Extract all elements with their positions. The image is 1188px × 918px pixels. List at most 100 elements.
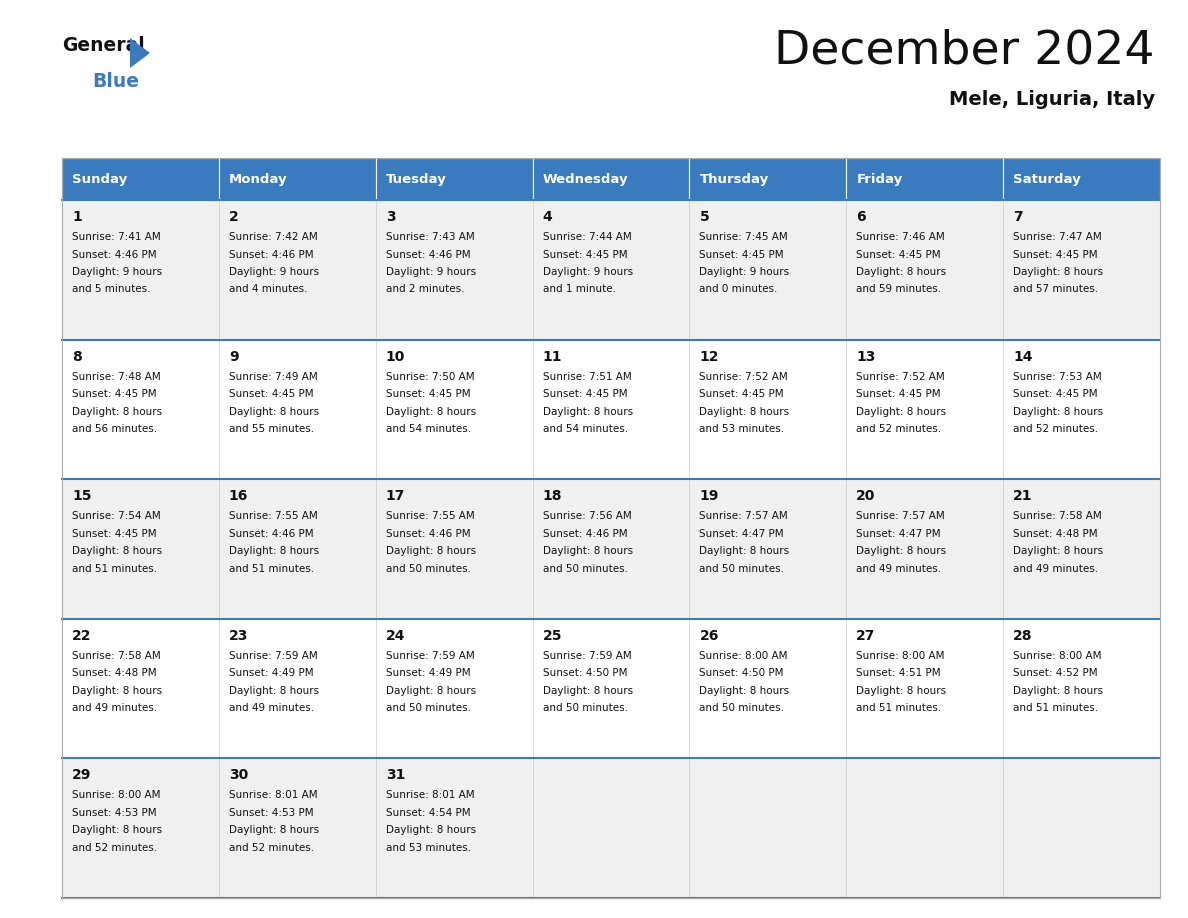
Bar	[846, 758, 1003, 898]
Text: Sunrise: 8:00 AM: Sunrise: 8:00 AM	[1013, 651, 1101, 661]
Text: 28: 28	[1013, 629, 1032, 643]
Text: and 53 minutes.: and 53 minutes.	[386, 843, 470, 853]
Text: 31: 31	[386, 768, 405, 782]
Text: Sunset: 4:45 PM: Sunset: 4:45 PM	[72, 529, 157, 539]
Text: and 50 minutes.: and 50 minutes.	[700, 564, 784, 574]
Text: Sunrise: 7:51 AM: Sunrise: 7:51 AM	[543, 372, 631, 382]
Text: Sunrise: 7:49 AM: Sunrise: 7:49 AM	[229, 372, 317, 382]
Text: Daylight: 8 hours: Daylight: 8 hours	[1013, 407, 1104, 417]
Text: Daylight: 9 hours: Daylight: 9 hours	[386, 267, 476, 277]
Bar	[62, 758, 219, 898]
Text: Daylight: 8 hours: Daylight: 8 hours	[229, 825, 320, 835]
Text: Daylight: 8 hours: Daylight: 8 hours	[543, 546, 633, 556]
Text: Sunset: 4:46 PM: Sunset: 4:46 PM	[229, 250, 314, 260]
Text: 24: 24	[386, 629, 405, 643]
Text: 1: 1	[72, 210, 82, 224]
Text: 9: 9	[229, 350, 239, 364]
Text: Sunrise: 7:57 AM: Sunrise: 7:57 AM	[700, 511, 788, 521]
Text: Sunrise: 7:59 AM: Sunrise: 7:59 AM	[386, 651, 474, 661]
Text: 15: 15	[72, 489, 91, 503]
Text: Tuesday: Tuesday	[386, 173, 447, 185]
Text: Daylight: 8 hours: Daylight: 8 hours	[72, 825, 162, 835]
Bar	[846, 200, 1003, 340]
Bar	[1003, 200, 1159, 340]
Text: and 54 minutes.: and 54 minutes.	[543, 424, 627, 434]
Bar	[219, 340, 375, 479]
Text: Sunset: 4:52 PM: Sunset: 4:52 PM	[1013, 668, 1098, 678]
Text: Sunrise: 7:57 AM: Sunrise: 7:57 AM	[857, 511, 944, 521]
Text: Daylight: 8 hours: Daylight: 8 hours	[700, 407, 790, 417]
Text: Sunrise: 7:46 AM: Sunrise: 7:46 AM	[857, 232, 944, 242]
Text: and 56 minutes.: and 56 minutes.	[72, 424, 157, 434]
Bar	[689, 619, 846, 758]
Text: Sunrise: 7:56 AM: Sunrise: 7:56 AM	[543, 511, 631, 521]
Bar	[532, 479, 689, 619]
Text: Daylight: 8 hours: Daylight: 8 hours	[857, 546, 947, 556]
Text: Saturday: Saturday	[1013, 173, 1081, 185]
Bar	[532, 200, 689, 340]
Text: Sunset: 4:50 PM: Sunset: 4:50 PM	[700, 668, 784, 678]
Text: Sunrise: 7:59 AM: Sunrise: 7:59 AM	[543, 651, 631, 661]
Bar	[1003, 340, 1159, 479]
Bar	[219, 758, 375, 898]
Text: Sunset: 4:45 PM: Sunset: 4:45 PM	[857, 389, 941, 399]
Bar	[846, 340, 1003, 479]
Bar	[689, 340, 846, 479]
Text: Sunset: 4:48 PM: Sunset: 4:48 PM	[1013, 529, 1098, 539]
Text: Sunrise: 7:45 AM: Sunrise: 7:45 AM	[700, 232, 788, 242]
Text: and 50 minutes.: and 50 minutes.	[700, 703, 784, 713]
Bar	[689, 479, 846, 619]
Text: Daylight: 8 hours: Daylight: 8 hours	[543, 407, 633, 417]
Text: Friday: Friday	[857, 173, 903, 185]
Bar	[62, 200, 219, 340]
Bar	[375, 200, 532, 340]
Text: 3: 3	[386, 210, 396, 224]
Text: and 51 minutes.: and 51 minutes.	[857, 703, 941, 713]
Bar	[375, 340, 532, 479]
Text: Sunset: 4:46 PM: Sunset: 4:46 PM	[72, 250, 157, 260]
Text: Sunset: 4:45 PM: Sunset: 4:45 PM	[700, 250, 784, 260]
Text: Sunset: 4:53 PM: Sunset: 4:53 PM	[229, 808, 314, 818]
Text: Daylight: 8 hours: Daylight: 8 hours	[72, 546, 162, 556]
Text: 6: 6	[857, 210, 866, 224]
Text: Sunrise: 7:48 AM: Sunrise: 7:48 AM	[72, 372, 160, 382]
Text: Sunrise: 7:42 AM: Sunrise: 7:42 AM	[229, 232, 317, 242]
Text: Sunrise: 7:58 AM: Sunrise: 7:58 AM	[1013, 511, 1102, 521]
Text: Daylight: 8 hours: Daylight: 8 hours	[386, 546, 476, 556]
Text: Thursday: Thursday	[700, 173, 769, 185]
Text: Sunrise: 7:55 AM: Sunrise: 7:55 AM	[229, 511, 317, 521]
Text: 27: 27	[857, 629, 876, 643]
Text: Sunrise: 7:41 AM: Sunrise: 7:41 AM	[72, 232, 160, 242]
Text: Sunrise: 7:52 AM: Sunrise: 7:52 AM	[857, 372, 944, 382]
Bar	[62, 158, 219, 200]
Text: and 54 minutes.: and 54 minutes.	[386, 424, 470, 434]
Bar	[689, 758, 846, 898]
Bar	[62, 479, 219, 619]
Text: Sunset: 4:49 PM: Sunset: 4:49 PM	[229, 668, 314, 678]
Text: Sunset: 4:45 PM: Sunset: 4:45 PM	[857, 250, 941, 260]
Text: and 51 minutes.: and 51 minutes.	[1013, 703, 1098, 713]
Text: Daylight: 9 hours: Daylight: 9 hours	[72, 267, 162, 277]
Text: Sunset: 4:53 PM: Sunset: 4:53 PM	[72, 808, 157, 818]
Text: Sunset: 4:45 PM: Sunset: 4:45 PM	[543, 389, 627, 399]
Text: and 49 minutes.: and 49 minutes.	[1013, 564, 1098, 574]
Text: Daylight: 8 hours: Daylight: 8 hours	[857, 686, 947, 696]
Text: 18: 18	[543, 489, 562, 503]
Text: Sunrise: 7:58 AM: Sunrise: 7:58 AM	[72, 651, 160, 661]
Bar	[532, 340, 689, 479]
Bar	[532, 158, 689, 200]
Text: 26: 26	[700, 629, 719, 643]
Text: 22: 22	[72, 629, 91, 643]
Text: Monday: Monday	[229, 173, 287, 185]
Text: Sunset: 4:48 PM: Sunset: 4:48 PM	[72, 668, 157, 678]
Text: Sunrise: 7:55 AM: Sunrise: 7:55 AM	[386, 511, 474, 521]
Text: 14: 14	[1013, 350, 1032, 364]
Text: Sunset: 4:50 PM: Sunset: 4:50 PM	[543, 668, 627, 678]
Text: Daylight: 8 hours: Daylight: 8 hours	[700, 686, 790, 696]
Bar	[62, 619, 219, 758]
Text: 23: 23	[229, 629, 248, 643]
Text: Sunrise: 7:50 AM: Sunrise: 7:50 AM	[386, 372, 474, 382]
Text: and 50 minutes.: and 50 minutes.	[543, 564, 627, 574]
Text: Daylight: 8 hours: Daylight: 8 hours	[229, 546, 320, 556]
Bar	[532, 619, 689, 758]
